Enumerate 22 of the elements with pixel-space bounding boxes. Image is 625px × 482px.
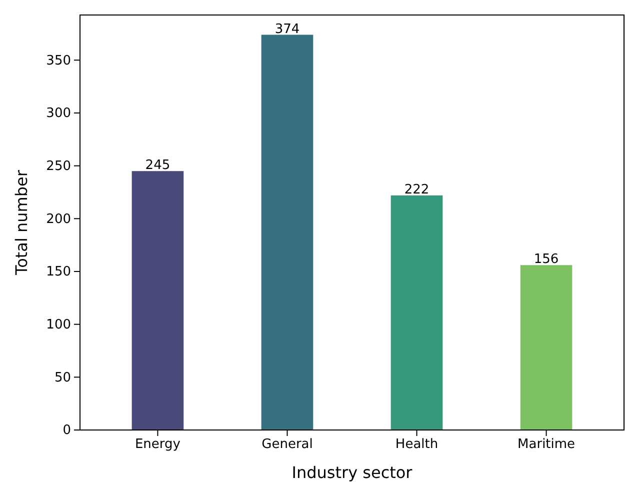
y-axis-title: Total number (12, 170, 31, 276)
x-tick-label: General (262, 437, 313, 452)
x-tick-label: Maritime (518, 437, 576, 452)
bar (132, 171, 184, 430)
data-label: 245 (145, 158, 170, 174)
bar (261, 34, 314, 430)
y-tick-label: 250 (46, 158, 71, 174)
data-label: 156 (534, 252, 559, 268)
bar (520, 265, 572, 430)
y-tick-label: 100 (46, 317, 71, 332)
x-tick-label: Energy (134, 437, 181, 452)
y-tick-label: 0 (62, 423, 71, 438)
y-tick-label: 200 (46, 212, 71, 227)
y-tick-label: 50 (54, 370, 71, 386)
x-tick-label: Health (395, 437, 438, 452)
data-label: 222 (404, 182, 430, 198)
x-axis-title: Industry sector (292, 463, 413, 482)
bar (390, 195, 443, 430)
y-tick-label: 300 (46, 106, 71, 122)
y-tick-label: 350 (46, 53, 71, 68)
y-tick-label: 150 (46, 264, 71, 280)
data-label: 374 (274, 22, 300, 37)
